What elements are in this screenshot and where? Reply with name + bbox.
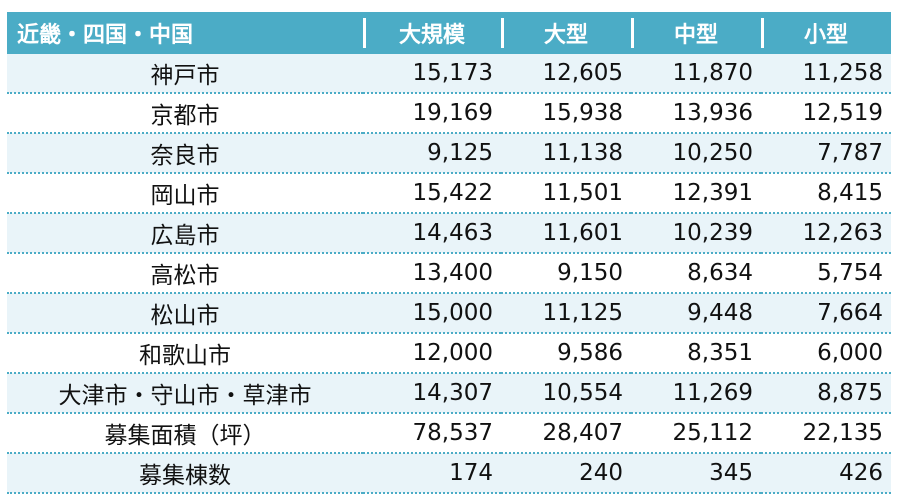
rent-table: 近畿・四国・中国 大規模 大型 中型 小型 神戸市 15,173 12,605 11,… xyxy=(7,12,891,494)
table-header: 近畿・四国・中国 大規模 大型 中型 小型 xyxy=(7,12,891,54)
value-cell: 9,448 xyxy=(631,293,761,334)
header-separator xyxy=(761,18,764,48)
row-label: 松山市 xyxy=(7,293,363,334)
row-label: 京都市 xyxy=(7,93,363,134)
row-label: 岡山市 xyxy=(7,173,363,214)
value-cell: 8,875 xyxy=(761,373,891,414)
value-cell: 9,125 xyxy=(363,133,501,174)
value-cell: 11,258 xyxy=(761,54,891,94)
header-label: 大規模 xyxy=(398,23,465,48)
value-cell: 13,400 xyxy=(363,253,501,294)
header-label: 中型 xyxy=(673,23,718,48)
value-cell: 25,112 xyxy=(631,413,761,454)
value-cell: 11,501 xyxy=(501,173,631,214)
value-cell: 426 xyxy=(761,453,891,494)
row-label: 高松市 xyxy=(7,253,363,294)
value-cell: 12,391 xyxy=(631,173,761,214)
table-row: 京都市 19,169 15,938 13,936 12,519 xyxy=(7,93,891,134)
table-row: 高松市 13,400 9,150 8,634 5,754 xyxy=(7,253,891,294)
value-cell: 345 xyxy=(631,453,761,494)
value-cell: 11,125 xyxy=(501,293,631,334)
value-cell: 15,422 xyxy=(363,173,501,214)
header-region: 近畿・四国・中国 xyxy=(7,12,363,54)
value-cell: 14,463 xyxy=(363,213,501,254)
table-row: 和歌山市 12,000 9,586 8,351 6,000 xyxy=(7,333,891,374)
row-label: 和歌山市 xyxy=(7,333,363,374)
value-cell: 7,664 xyxy=(761,293,891,334)
table-row: 奈良市 9,125 11,138 10,250 7,787 xyxy=(7,133,891,174)
value-cell: 12,000 xyxy=(363,333,501,374)
value-cell: 11,601 xyxy=(501,213,631,254)
header-col-large: 大型 xyxy=(501,12,631,54)
value-cell: 5,754 xyxy=(761,253,891,294)
header-row: 近畿・四国・中国 大規模 大型 中型 小型 xyxy=(7,12,891,54)
table-body: 神戸市 15,173 12,605 11,870 11,258 京都市 19,169 15,9… xyxy=(7,54,891,494)
table-row: 募集面積（坪） 78,537 28,407 25,112 22,135 xyxy=(7,413,891,454)
row-label: 募集棟数 xyxy=(7,453,363,494)
row-label: 神戸市 xyxy=(7,54,363,94)
header-label: 大型 xyxy=(543,23,588,48)
header-label: 小型 xyxy=(803,23,848,48)
value-cell: 10,239 xyxy=(631,213,761,254)
header-col-medium: 中型 xyxy=(631,12,761,54)
value-cell: 8,415 xyxy=(761,173,891,214)
row-label: 大津市・守山市・草津市 xyxy=(7,373,363,414)
value-cell: 11,138 xyxy=(501,133,631,174)
table-row: 松山市 15,000 11,125 9,448 7,664 xyxy=(7,293,891,334)
header-separator xyxy=(631,18,634,48)
table-row: 岡山市 15,422 11,501 12,391 8,415 xyxy=(7,173,891,214)
value-cell: 12,519 xyxy=(761,93,891,134)
header-col-large-scale: 大規模 xyxy=(363,12,501,54)
value-cell: 10,250 xyxy=(631,133,761,174)
value-cell: 8,351 xyxy=(631,333,761,374)
table-row: 募集棟数 174 240 345 426 xyxy=(7,453,891,494)
table-row: 神戸市 15,173 12,605 11,870 11,258 xyxy=(7,54,891,94)
value-cell: 78,537 xyxy=(363,413,501,454)
value-cell: 12,605 xyxy=(501,54,631,94)
value-cell: 9,150 xyxy=(501,253,631,294)
header-separator xyxy=(363,18,366,48)
value-cell: 19,169 xyxy=(363,93,501,134)
value-cell: 11,269 xyxy=(631,373,761,414)
value-cell: 7,787 xyxy=(761,133,891,174)
value-cell: 12,263 xyxy=(761,213,891,254)
value-cell: 240 xyxy=(501,453,631,494)
header-separator xyxy=(501,18,504,48)
table-row: 大津市・守山市・草津市 14,307 10,554 11,269 8,875 xyxy=(7,373,891,414)
header-col-small: 小型 xyxy=(761,12,891,54)
table-row: 広島市 14,463 11,601 10,239 12,263 xyxy=(7,213,891,254)
value-cell: 174 xyxy=(363,453,501,494)
value-cell: 8,634 xyxy=(631,253,761,294)
value-cell: 10,554 xyxy=(501,373,631,414)
row-label: 奈良市 xyxy=(7,133,363,174)
value-cell: 13,936 xyxy=(631,93,761,134)
row-label: 募集面積（坪） xyxy=(7,413,363,454)
value-cell: 22,135 xyxy=(761,413,891,454)
value-cell: 14,307 xyxy=(363,373,501,414)
value-cell: 9,586 xyxy=(501,333,631,374)
value-cell: 11,870 xyxy=(631,54,761,94)
value-cell: 28,407 xyxy=(501,413,631,454)
value-cell: 15,000 xyxy=(363,293,501,334)
value-cell: 15,938 xyxy=(501,93,631,134)
row-label: 広島市 xyxy=(7,213,363,254)
value-cell: 6,000 xyxy=(761,333,891,374)
value-cell: 15,173 xyxy=(363,54,501,94)
